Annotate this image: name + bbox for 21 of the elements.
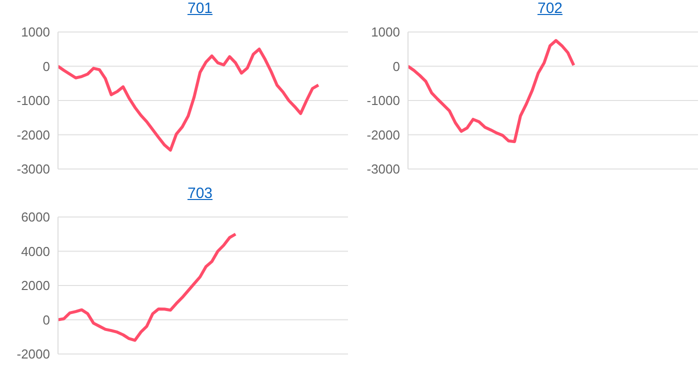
y-tick-label: -3000 (366, 162, 400, 177)
y-tick-label: 4000 (21, 244, 50, 259)
chart-title: 702 (537, 0, 563, 17)
y-tick-label: 1000 (371, 24, 400, 40)
line-series (58, 232, 238, 342)
y-tick-label: -1000 (16, 93, 50, 108)
y-tick-label: -2000 (366, 127, 400, 142)
y-tick-label: -2000 (16, 127, 50, 142)
y-tick-label: 0 (42, 58, 50, 74)
y-tick-label: 0 (392, 58, 400, 74)
line-series (58, 48, 320, 152)
y-tick-label: 6000 (21, 210, 50, 225)
y-tick-label: -1000 (366, 93, 400, 108)
y-tick-label: -3000 (16, 162, 50, 177)
y-tick-label: 1000 (21, 24, 50, 40)
chart-title: 701 (187, 0, 213, 17)
y-tick-label: 0 (42, 312, 50, 328)
y-tick-label: -2000 (16, 346, 50, 362)
chart-title: 703 (187, 185, 213, 202)
line-series (408, 39, 576, 144)
y-tick-label: 2000 (21, 278, 50, 294)
